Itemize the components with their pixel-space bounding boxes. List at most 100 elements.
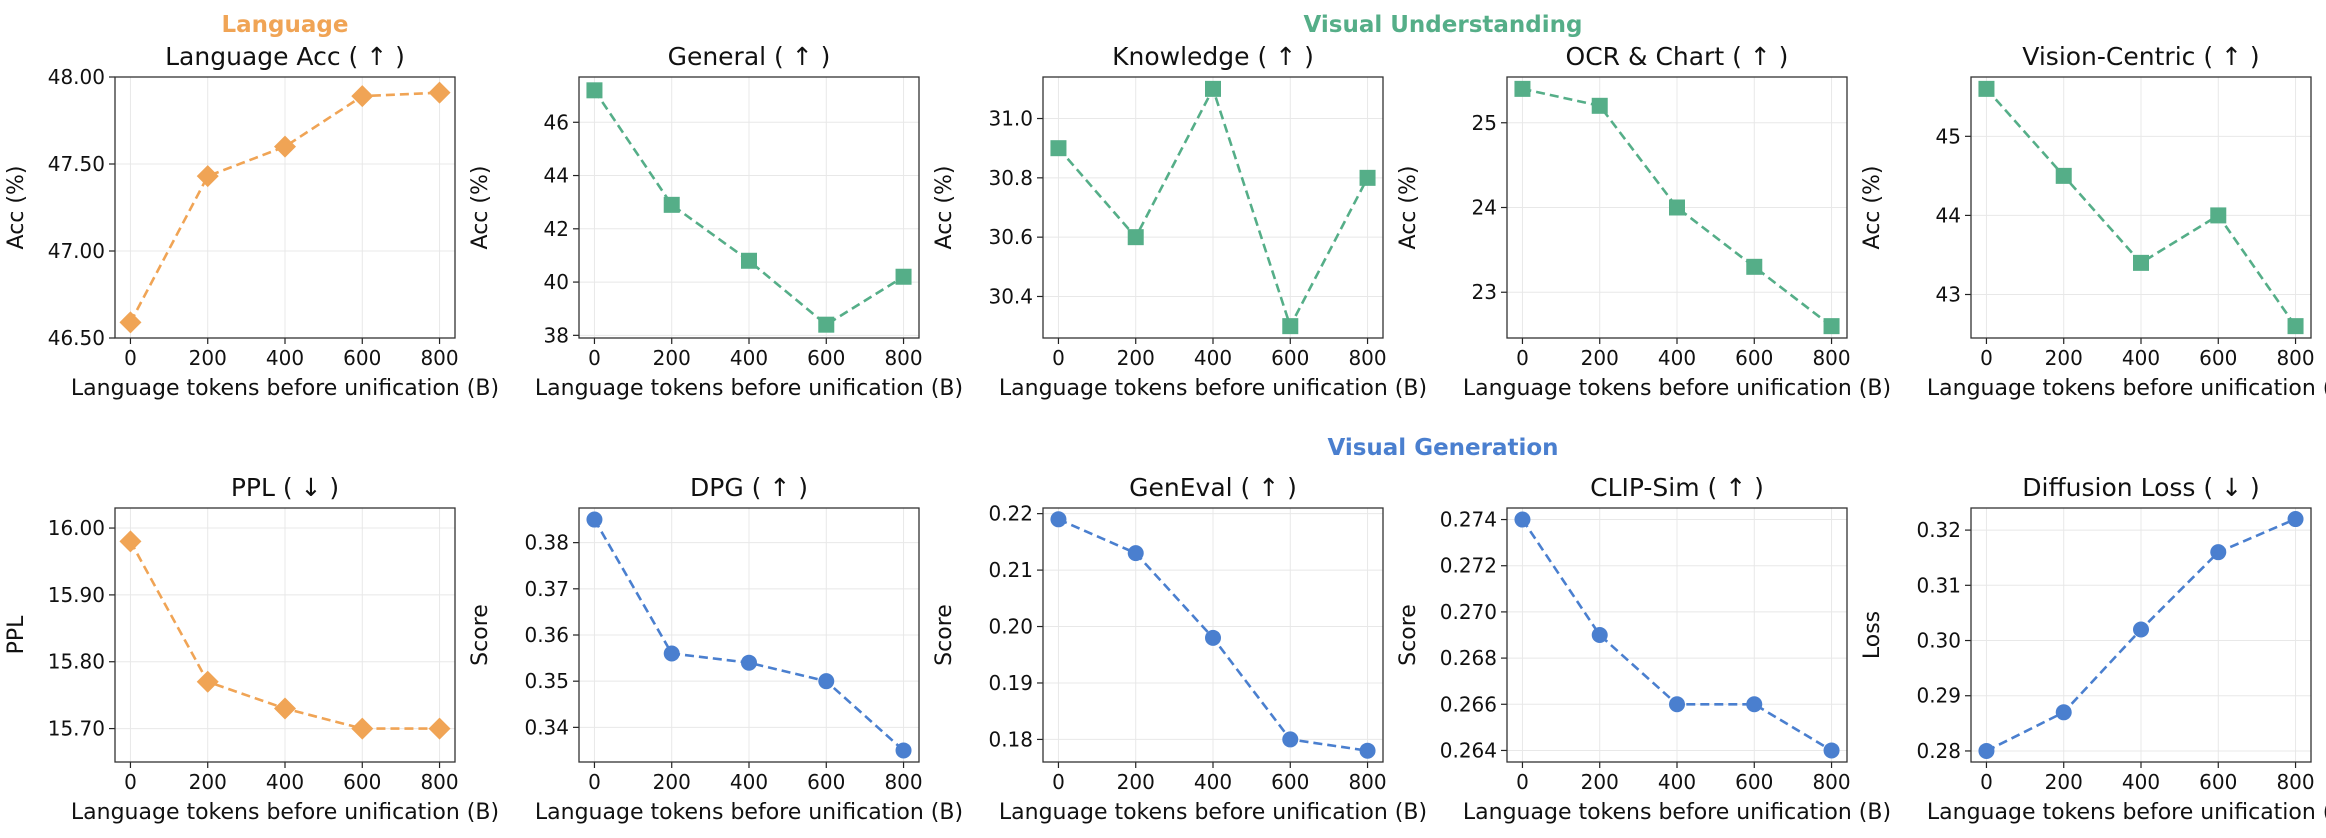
- data-point: [2055, 167, 2072, 184]
- y-tick-label: 44: [1936, 203, 1961, 227]
- data-point: [274, 697, 296, 720]
- data-point: [1359, 169, 1376, 186]
- x-tick-label: 800: [1812, 346, 1850, 370]
- y-tick-label: 40: [544, 270, 569, 294]
- data-point: [1127, 545, 1144, 562]
- chart-title: Language Acc ( ↑ ): [165, 42, 405, 71]
- y-tick-label: 0.35: [524, 669, 569, 693]
- x-tick-label: 800: [1812, 770, 1850, 794]
- data-point: [818, 673, 835, 690]
- data-point: [818, 316, 835, 333]
- y-tick-label: 30.8: [988, 166, 1033, 190]
- y-axis-label: Acc (%): [4, 166, 29, 250]
- data-point: [2287, 511, 2304, 528]
- data-point: [1205, 629, 1221, 646]
- data-point: [895, 742, 912, 759]
- data-point: [1205, 80, 1221, 97]
- y-tick-label: 31.0: [988, 107, 1033, 131]
- data-point: [1282, 731, 1299, 748]
- y-tick-label: 43: [1936, 283, 1961, 307]
- data-point: [1050, 511, 1067, 528]
- y-tick-label: 15.70: [48, 717, 105, 741]
- data-point: [1823, 742, 1840, 759]
- x-axis-label: Language tokens before unification (B): [71, 800, 499, 825]
- y-axis-label: Score: [468, 604, 493, 666]
- x-tick-label: 0: [124, 346, 137, 370]
- x-axis-label: Language tokens before unification (B): [535, 800, 963, 825]
- x-tick-label: 0: [1516, 770, 1529, 794]
- data-point: [428, 81, 451, 104]
- y-tick-label: 0.266: [1440, 692, 1497, 716]
- chart-panel-1: 0 200 400 600 800 46.50 47.00 47.50 48.00 Languag…: [4, 42, 499, 401]
- x-tick-label: 0: [1516, 346, 1529, 370]
- chart-title: CLIP-Sim ( ↑ ): [1590, 473, 1764, 502]
- y-tick-label: 46.50: [48, 326, 105, 350]
- y-tick-label: 0.36: [524, 623, 569, 647]
- chart-panel-6: 0 200 400 600 800 15.70 15.80 15.90 16.00 PPL ( ↓…: [4, 473, 499, 825]
- y-axis-label: Score: [932, 604, 957, 666]
- data-point: [428, 717, 451, 740]
- y-tick-label: 0.272: [1440, 554, 1497, 578]
- x-axis-label: Language tokens before unification (B): [999, 376, 1427, 401]
- x-tick-label: 400: [266, 346, 304, 370]
- y-tick-label: 0.37: [524, 577, 569, 601]
- x-tick-label: 800: [884, 770, 922, 794]
- data-point: [196, 670, 219, 693]
- x-tick-label: 800: [1348, 346, 1386, 370]
- x-tick-label: 0: [1052, 346, 1065, 370]
- data-point: [119, 311, 142, 334]
- x-axis-label: Language tokens before unification (B): [1927, 376, 2326, 401]
- chart-title: Diffusion Loss ( ↓ ): [2022, 473, 2259, 502]
- y-tick-label: 47.00: [48, 239, 105, 263]
- data-point: [741, 252, 757, 269]
- y-tick-label: 42: [544, 217, 569, 241]
- chart-title: Knowledge ( ↑ ): [1112, 42, 1314, 71]
- section-title-visual-understanding: Visual Understanding: [1304, 12, 1583, 38]
- data-point: [741, 654, 757, 671]
- data-point: [1282, 318, 1299, 335]
- chart-panel-3: 0 200 400 600 800 30.4 30.6 30.8 31.0 Knowledge (…: [932, 42, 1427, 401]
- chart-title: General ( ↑ ): [668, 42, 831, 71]
- y-tick-label: 0.268: [1440, 646, 1497, 670]
- data-point: [1823, 318, 1840, 335]
- plot-frame: [114, 507, 456, 763]
- y-axis-label: Acc (%): [468, 166, 493, 250]
- y-tick-label: 0.22: [988, 502, 1033, 526]
- y-axis-label: Acc (%): [1396, 166, 1421, 250]
- data-point: [663, 196, 680, 213]
- chart-panel-10: 0 200 400 600 800 0.28 0.29 0.30 0.31 0.32 Diffusi…: [1860, 473, 2326, 825]
- y-tick-label: 0.274: [1440, 508, 1497, 532]
- y-axis-label: PPL: [4, 615, 29, 655]
- x-tick-label: 200: [189, 346, 227, 370]
- data-point: [663, 645, 680, 662]
- y-tick-label: 0.32: [1916, 518, 1961, 542]
- x-tick-label: 200: [1117, 770, 1155, 794]
- plot-frame: [1506, 76, 1848, 339]
- y-tick-label: 0.28: [1916, 739, 1961, 763]
- y-tick-label: 48.00: [48, 65, 105, 89]
- x-tick-label: 400: [1658, 346, 1696, 370]
- x-axis-label: Language tokens before unification (B): [1463, 376, 1891, 401]
- data-point: [1746, 696, 1763, 713]
- x-tick-label: 600: [1271, 346, 1309, 370]
- x-tick-label: 800: [2276, 770, 2314, 794]
- y-axis-label: Acc (%): [1860, 166, 1885, 250]
- x-tick-label: 200: [2045, 770, 2083, 794]
- y-tick-label: 47.50: [48, 152, 105, 176]
- y-tick-label: 0.19: [988, 671, 1033, 695]
- x-tick-label: 400: [1658, 770, 1696, 794]
- y-tick-label: 15.80: [48, 650, 105, 674]
- y-tick-label: 45: [1936, 124, 1961, 148]
- x-tick-label: 200: [653, 770, 691, 794]
- y-tick-label: 0.21: [988, 558, 1033, 582]
- x-tick-label: 200: [1581, 770, 1619, 794]
- x-tick-label: 600: [1735, 346, 1773, 370]
- x-tick-label: 600: [2199, 770, 2237, 794]
- x-tick-label: 800: [420, 346, 458, 370]
- x-tick-label: 600: [807, 346, 845, 370]
- x-tick-label: 400: [730, 346, 768, 370]
- plot-frame: [114, 76, 456, 339]
- y-tick-label: 25: [1472, 111, 1497, 135]
- data-point: [1050, 140, 1067, 157]
